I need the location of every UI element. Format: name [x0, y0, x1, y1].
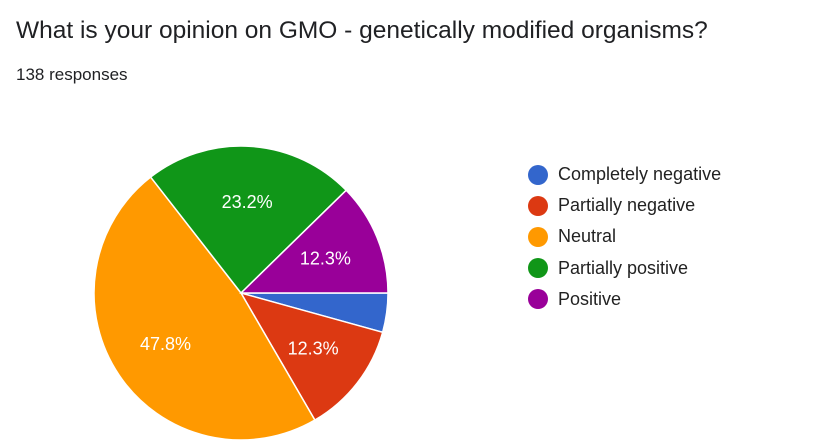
legend-item: Partially positive	[528, 253, 721, 284]
pie-slice-label: 12.3%	[288, 339, 339, 359]
legend-item: Neutral	[528, 221, 721, 252]
question-title: What is your opinion on GMO - geneticall…	[16, 17, 708, 44]
pie-slice-partially-positive	[149, 145, 348, 295]
legend-swatch-icon	[528, 258, 548, 279]
legend-label: Completely negative	[558, 164, 722, 185]
legend-label: Positive	[558, 288, 622, 309]
response-count: 138 responses	[16, 65, 128, 84]
pie-slice-label: 12.3%	[300, 249, 351, 269]
pie-slice-neutral	[93, 175, 316, 441]
legend-label: Neutral	[558, 226, 617, 247]
pie-slices	[93, 145, 389, 441]
legend-swatch-icon	[528, 195, 548, 216]
pie-slice-positive	[239, 189, 389, 294]
legend-swatch-icon	[528, 289, 548, 310]
pie-slice-label: 23.2%	[222, 192, 273, 212]
legend-swatch-icon	[528, 164, 548, 185]
legend-item: Partially negative	[528, 190, 721, 221]
pie-slice-label: 47.8%	[140, 334, 191, 354]
legend-item: Positive	[528, 284, 721, 315]
legend-swatch-icon	[528, 226, 548, 247]
legend-label: Partially negative	[558, 195, 696, 216]
legend-item: Completely negative	[528, 159, 721, 190]
legend-label: Partially positive	[558, 257, 689, 278]
chart-legend: Completely negative Partially negative Neu…	[528, 159, 721, 315]
pie-slice-partially-negative	[239, 291, 384, 422]
pie-slice-labels: 12.3% 47.8% 23.2% 12.3%	[140, 192, 351, 359]
